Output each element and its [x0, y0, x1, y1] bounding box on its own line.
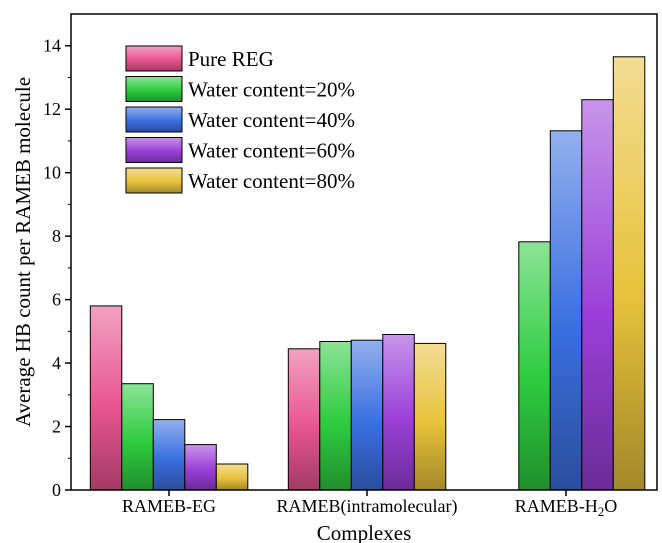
x-tick-label: RAMEB-H2O: [515, 496, 618, 519]
bar: [382, 334, 415, 491]
legend-swatch: [125, 45, 183, 72]
y-axis-title: Average HB count per RAMEB molecule: [11, 77, 35, 427]
legend-label: Water content=80%: [188, 169, 355, 193]
x-axis-ticks: RAMEB-EG RAMEB(intramolecular) RAMEB-H2O: [122, 490, 617, 519]
y-tick-label: 6: [52, 290, 61, 310]
y-tick-label: 0: [52, 480, 61, 500]
legend-label: Water content=60%: [188, 139, 355, 163]
y-tick-label: 8: [52, 226, 61, 246]
x-axis-title: Complexes: [317, 521, 412, 543]
bar: [413, 342, 447, 491]
y-tick-label: 14: [43, 36, 61, 56]
legend-swatch: [125, 106, 183, 133]
y-tick-label: 4: [52, 353, 61, 373]
legend-label: Pure REG: [188, 47, 274, 71]
y-tick-label: 12: [43, 99, 61, 119]
legend-swatch: [125, 76, 183, 102]
bar: [319, 341, 352, 491]
y-tick-label: 10: [43, 163, 61, 183]
bar: [89, 305, 123, 491]
legend-label: Water content=20%: [188, 78, 355, 102]
bar: [518, 241, 551, 491]
y-tick-label: 2: [52, 417, 61, 437]
legend-label: Water content=40%: [188, 108, 355, 132]
x-tick-label: RAMEB(intramolecular): [277, 496, 458, 517]
bar: [581, 99, 614, 491]
legend: Pure REG Water content=20% Water content=4…: [125, 45, 355, 194]
bar: [121, 383, 154, 491]
legend-swatch: [125, 137, 183, 163]
bar: [549, 130, 583, 491]
bar: [612, 56, 646, 491]
bar: [215, 463, 249, 491]
plot-frame: [70, 13, 658, 491]
bar: [287, 348, 321, 491]
x-tick-label: RAMEB-EG: [122, 496, 216, 516]
y-axis-ticks: 0 2 4 6 8 10 12 14: [43, 36, 71, 500]
bar: [152, 419, 186, 491]
bars: [89, 56, 646, 491]
bar: [350, 339, 384, 491]
axes: [70, 13, 658, 491]
legend-swatch: [125, 167, 183, 194]
bar: [184, 444, 217, 491]
